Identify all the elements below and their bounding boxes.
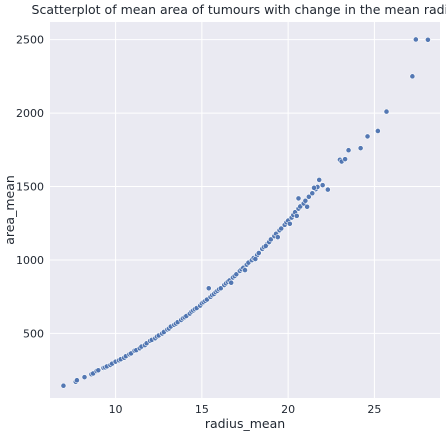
scatter-point	[324, 186, 331, 193]
chart-title: Scatterplot of mean area of tumours with…	[32, 2, 446, 17]
scatter-point	[242, 267, 248, 273]
x-tick-label: 15	[195, 403, 209, 416]
scatter-point	[255, 250, 262, 256]
scatter-point	[412, 36, 419, 43]
scatter-point	[302, 197, 309, 204]
scatter-point	[409, 73, 416, 80]
data-points	[60, 36, 431, 389]
y-axis-ticks: 500 1000 1500 2000 2500	[16, 34, 44, 341]
scatter-point	[357, 145, 364, 152]
scatter-point	[383, 108, 390, 115]
scatter-point	[293, 212, 300, 219]
scatter-point	[295, 195, 302, 202]
scatter-point	[278, 225, 285, 232]
x-tick-label: 10	[109, 403, 123, 416]
scatter-point	[81, 374, 88, 381]
scatter-point	[60, 382, 67, 389]
scatter-point	[252, 256, 259, 262]
plot-area	[50, 22, 440, 398]
y-tick-label: 2500	[16, 34, 44, 47]
scatter-point	[274, 234, 281, 241]
scatter-point	[205, 285, 212, 292]
scatter-point	[286, 220, 293, 227]
y-tick-label: 2000	[16, 107, 44, 120]
y-tick-label: 500	[23, 327, 44, 340]
y-tick-label: 1000	[16, 254, 44, 267]
x-axis-label: radius_mean	[205, 416, 285, 431]
scatter-point	[374, 128, 381, 134]
scatter-point	[304, 203, 311, 210]
x-tick-label: 20	[281, 403, 295, 416]
x-tick-label: 25	[367, 403, 381, 416]
scatter-point	[305, 193, 312, 200]
scatter-point	[316, 176, 323, 183]
scatter-point	[262, 243, 269, 249]
scatter-point	[425, 36, 431, 43]
y-tick-label: 1500	[16, 181, 44, 194]
x-axis-ticks: 10 15 20 25	[109, 403, 382, 416]
y-axis-label: area_mean	[2, 175, 17, 245]
scatter-point	[74, 377, 80, 384]
scatter-point	[345, 147, 352, 154]
scatter-point	[342, 156, 348, 163]
scatter-point	[233, 271, 240, 278]
scatter-point	[309, 190, 316, 197]
scatter-point	[228, 279, 235, 286]
scatter-point	[319, 182, 326, 189]
grid-lines	[50, 22, 440, 398]
scatter-point	[95, 367, 102, 374]
scatter-point	[311, 184, 317, 191]
scatter-point	[364, 133, 371, 140]
